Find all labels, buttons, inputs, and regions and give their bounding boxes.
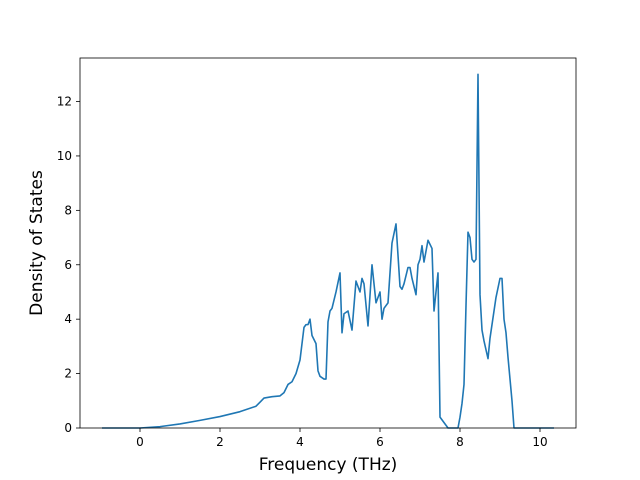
y-axis-label: Density of States [27, 170, 47, 316]
x-axis-ticks: 0 2 4 6 8 10 [136, 428, 548, 449]
dos-series-line-0 [102, 73, 554, 429]
x-tick-label: 2 [216, 435, 224, 449]
y-tick-label: 12 [57, 95, 72, 109]
x-tick-label: 4 [296, 435, 304, 449]
y-tick-label: 2 [64, 367, 72, 381]
x-tick-label: 8 [456, 435, 464, 449]
y-axis-ticks: 0 2 4 6 8 10 12 [57, 95, 80, 435]
y-tick-label: 10 [57, 149, 72, 163]
y-tick-label: 8 [64, 203, 72, 217]
x-tick-label: 10 [532, 435, 547, 449]
y-tick-label: 6 [64, 258, 72, 272]
x-tick-label: 6 [376, 435, 384, 449]
x-tick-label: 0 [136, 435, 144, 449]
y-tick-label: 0 [64, 421, 72, 435]
y-tick-label: 4 [64, 312, 72, 326]
axes-frame [79, 57, 577, 429]
x-axis-label: Frequency (THz) [259, 455, 398, 475]
plot-area [102, 73, 554, 429]
